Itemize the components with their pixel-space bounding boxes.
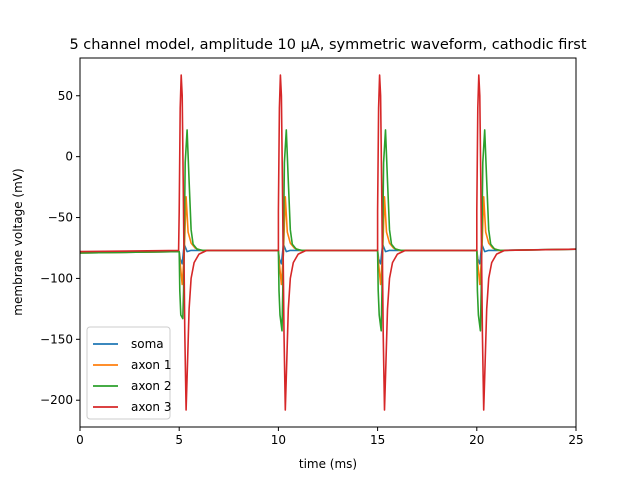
legend-label: axon 1 <box>131 358 171 372</box>
y-axis: 50 0 −50 −100 −150 −200 <box>40 89 80 407</box>
y-tick-label: 0 <box>65 150 73 164</box>
x-tick-label: 10 <box>271 433 286 447</box>
x-axis-label: time (ms) <box>299 457 357 471</box>
y-tick-label: −200 <box>40 393 73 407</box>
legend-frame <box>86 326 171 420</box>
series-line-axon-3 <box>80 74 576 411</box>
legend-label: axon 3 <box>131 400 171 414</box>
x-tick-label: 15 <box>370 433 385 447</box>
legend: soma axon 1 axon 2 axon 3 <box>86 326 171 420</box>
series-layer <box>80 74 576 411</box>
y-tick-label: −150 <box>40 332 73 346</box>
plot-frame <box>79 57 577 428</box>
legend-label: soma <box>131 337 164 351</box>
x-tick-label: 25 <box>568 433 583 447</box>
x-tick-label: 20 <box>469 433 484 447</box>
x-tick-label: 0 <box>76 433 84 447</box>
x-axis: 0 5 10 15 20 25 <box>76 427 584 447</box>
chart-title: 5 channel model, amplitude 10 µA, symmet… <box>69 37 586 53</box>
legend-label: axon 2 <box>131 379 171 393</box>
x-tick-label: 5 <box>175 433 183 447</box>
y-tick-label: −100 <box>40 271 73 285</box>
y-axis-label: membrane voltage (mV) <box>11 168 25 315</box>
y-tick-label: −50 <box>48 211 73 225</box>
y-tick-label: 50 <box>58 89 73 103</box>
